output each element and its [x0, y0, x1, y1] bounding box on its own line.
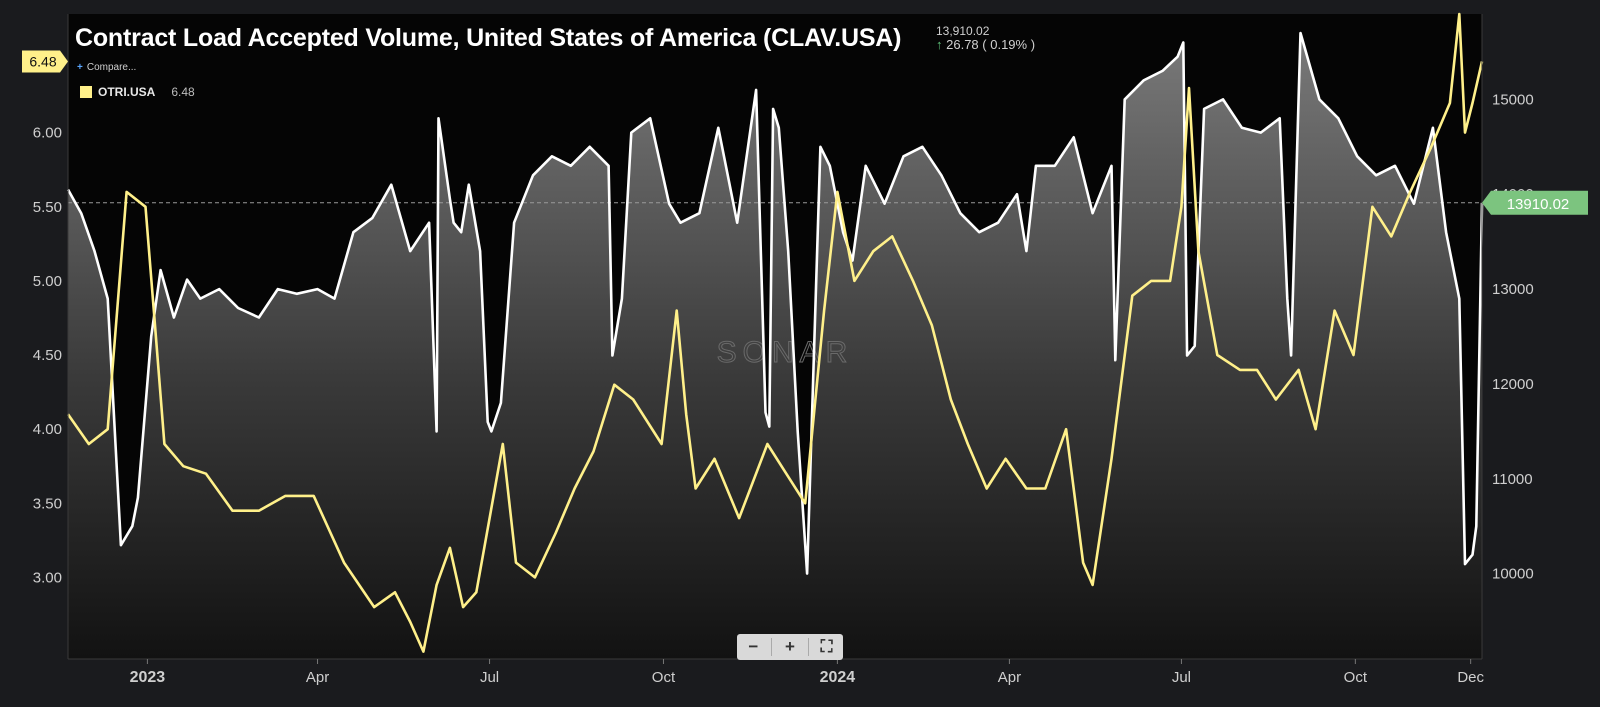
plus-icon: + [77, 62, 83, 73]
x-tick-label: 2024 [820, 669, 856, 686]
zoom-separator [771, 638, 773, 656]
x-tick-label: 2023 [130, 669, 166, 686]
clav-area-fill [68, 33, 1482, 659]
change-value: 26.78 [946, 37, 979, 52]
left-tick-label: 6.00 [33, 125, 62, 142]
right-tick-label: 10000 [1492, 566, 1534, 583]
left-tick-label: 5.00 [33, 273, 62, 290]
compare-label: Compare... [86, 62, 137, 73]
compare-button[interactable]: + Compare... [77, 62, 136, 73]
otri-usa-line [66, 12, 1484, 653]
legend-swatch [80, 86, 92, 98]
x-tick-label: Jul [1172, 669, 1191, 686]
left-tick-label: 4.50 [33, 347, 62, 364]
quote-box: 13,910.02 ↑ 26.78 ( 0.19% ) [936, 24, 1035, 52]
legend-label: OTRI.USA [98, 85, 156, 99]
change-line: ↑ 26.78 ( 0.19% ) [936, 38, 1035, 52]
zoom-in-button[interactable]: + [785, 637, 795, 656]
fullscreen-icon[interactable]: ⛶ [820, 637, 833, 656]
right-tick-label: 11000 [1492, 471, 1533, 488]
clav-usa-line [66, 31, 1484, 575]
right-tick-label: 12000 [1492, 376, 1534, 393]
last-value: 13,910.02 [936, 24, 990, 38]
x-tick-label: Oct [652, 669, 676, 686]
zoom-out-button[interactable]: − [748, 637, 759, 656]
legend-item-otri[interactable]: OTRI.USA 6.48 [80, 85, 195, 99]
right-tick-label: 13000 [1492, 281, 1534, 298]
x-tick-label: Apr [306, 669, 329, 686]
x-tick-label: Oct [1344, 669, 1368, 686]
zoom-separator [807, 638, 809, 656]
legend-value: 6.48 [171, 85, 195, 99]
sonar-watermark: SONAR [717, 336, 854, 369]
x-tick-label: Jul [480, 669, 499, 686]
arrow-up-icon: ↑ [936, 37, 943, 52]
otri-current-badge [22, 50, 68, 73]
zoom-controls: − + ⛶ [737, 634, 843, 660]
x-tick-label: Dec [1457, 669, 1484, 686]
left-tick-label: 4.00 [33, 421, 62, 438]
left-tick-label: 3.50 [33, 495, 62, 512]
left-tick-label: 3.00 [33, 569, 62, 586]
clav-current-badge [1482, 190, 1588, 215]
chart-title: Contract Load Accepted Volume, United St… [75, 24, 902, 52]
clav-current-label: 13910.02 [1507, 196, 1570, 213]
otri-current-label: 6.48 [29, 53, 56, 69]
right-tick-label: 15000 [1492, 91, 1534, 108]
change-percent: ( 0.19% ) [982, 37, 1036, 52]
x-tick-label: Apr [998, 669, 1021, 686]
left-tick-label: 5.50 [33, 199, 62, 216]
